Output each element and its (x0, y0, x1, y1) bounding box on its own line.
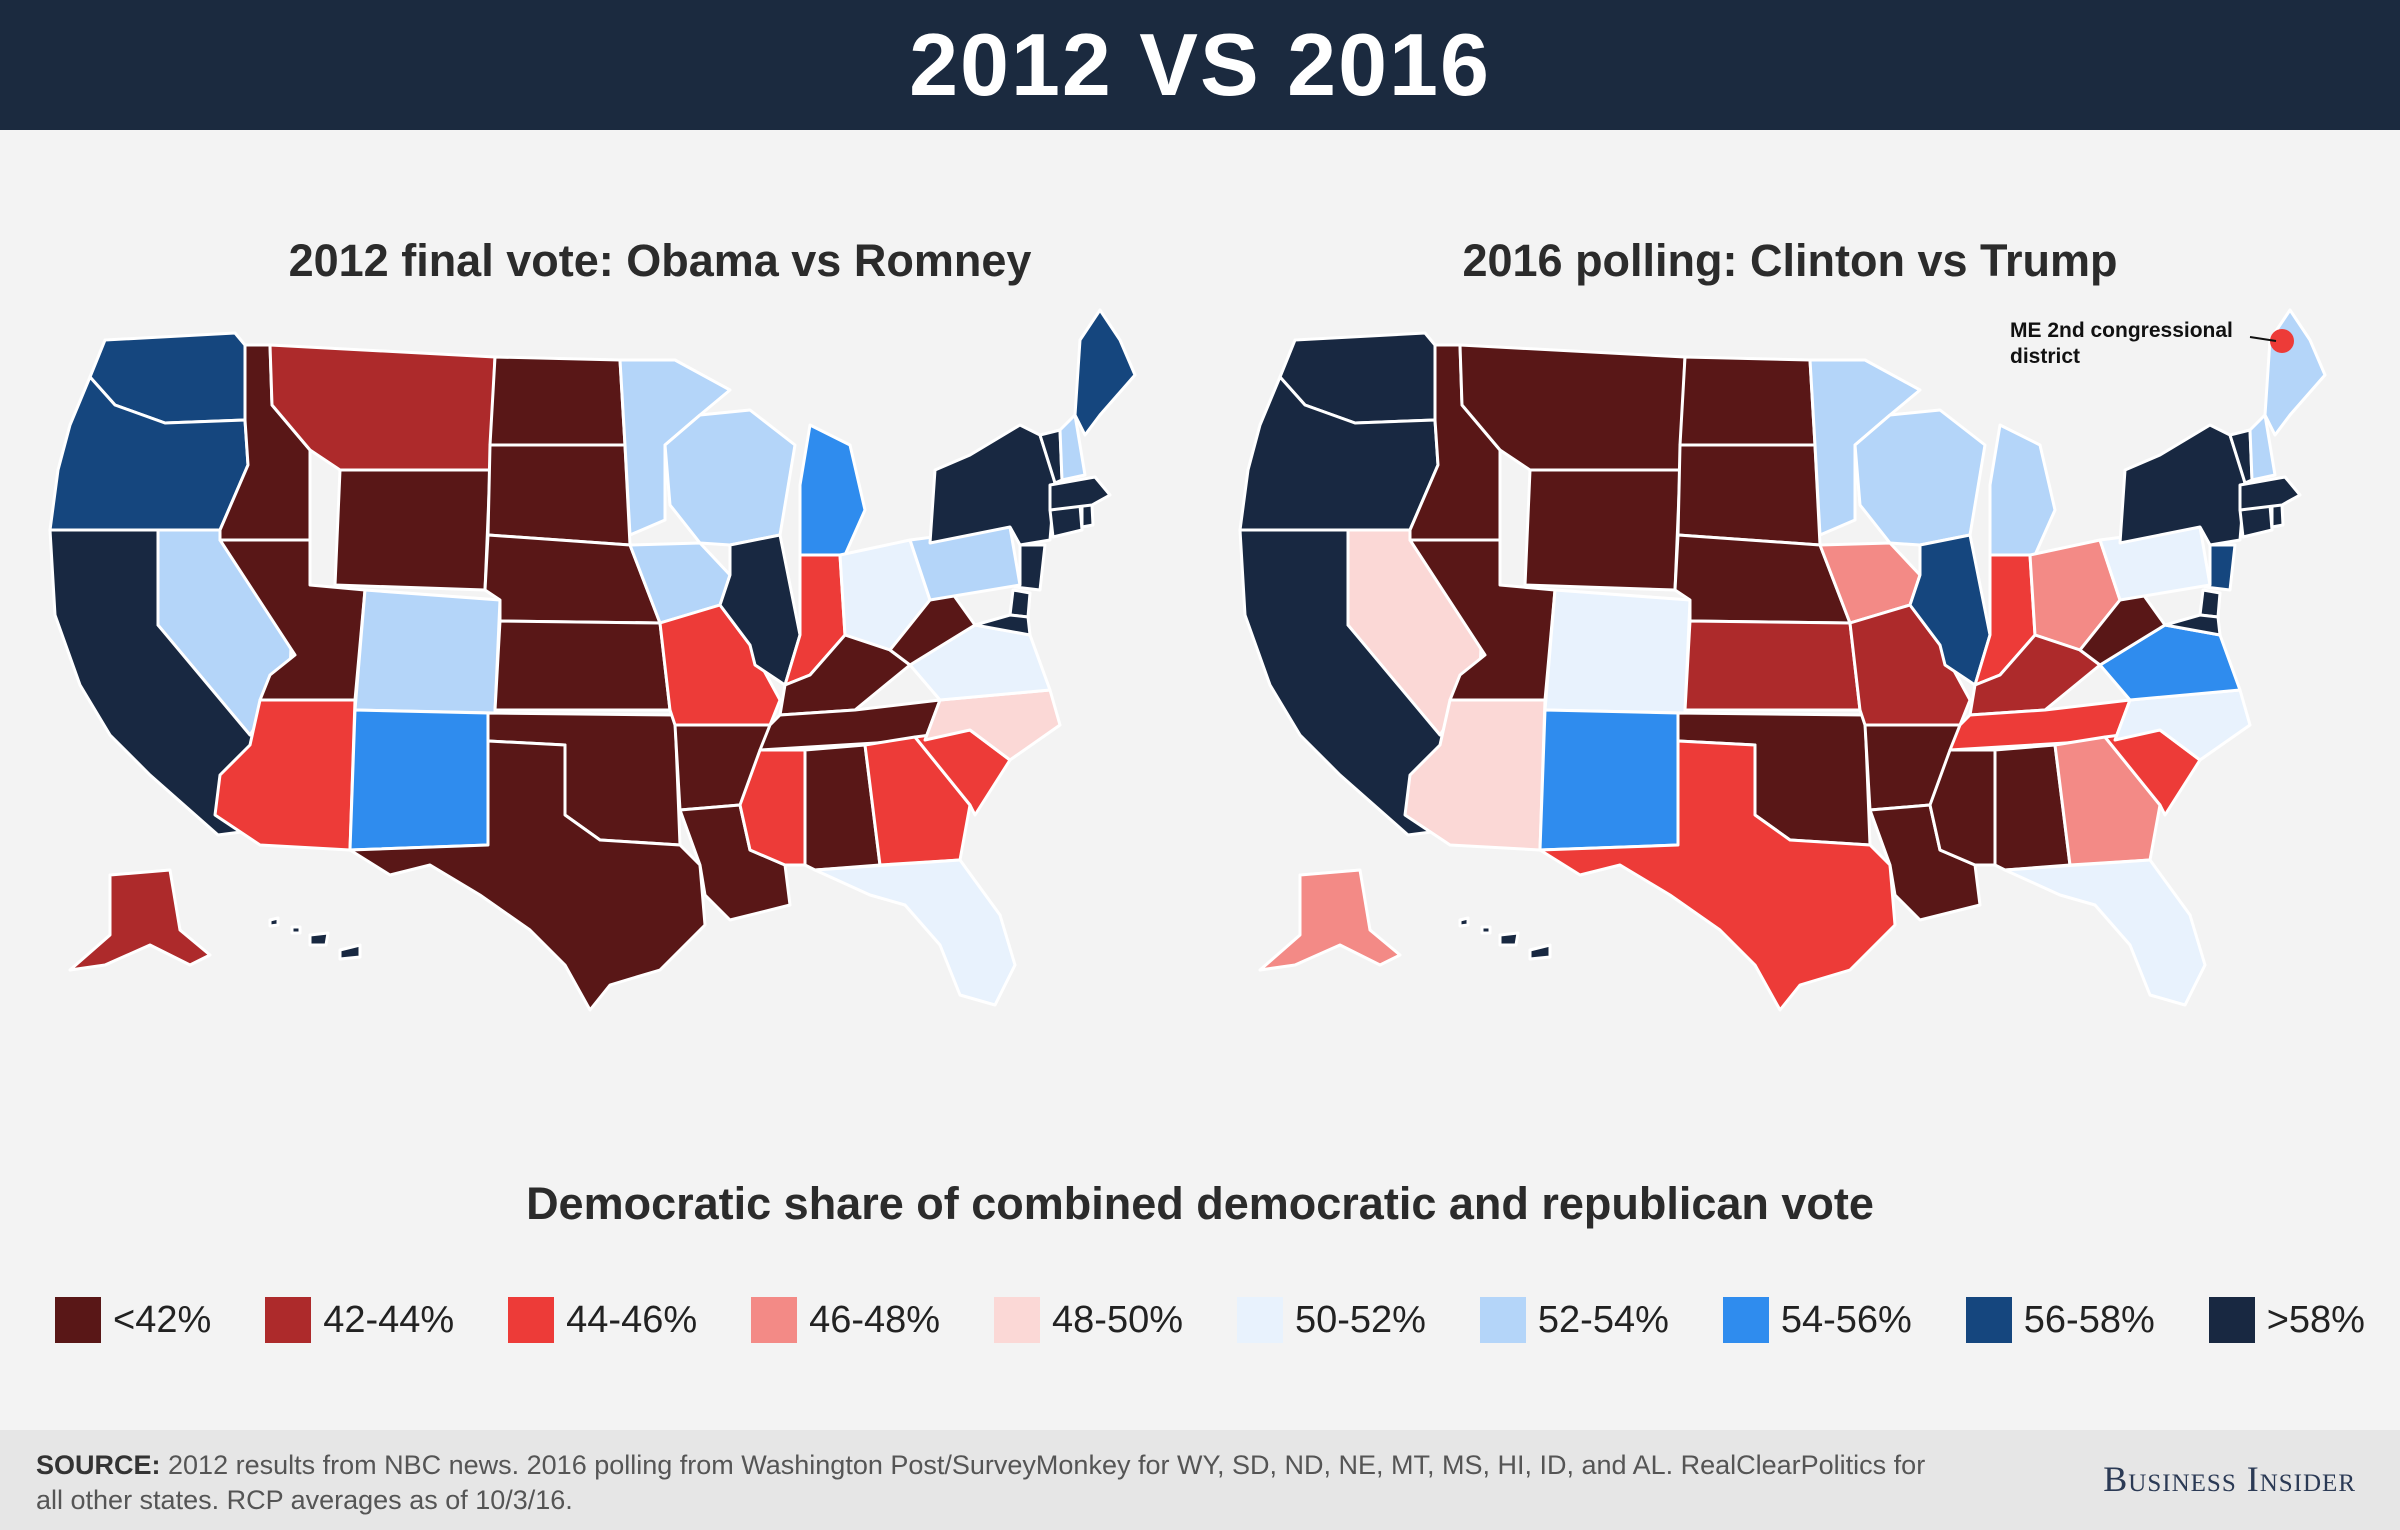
legend-label: 52-54% (1537, 1298, 1669, 1341)
source-label: SOURCE: (36, 1450, 161, 1480)
legend-label: <42% (113, 1298, 212, 1341)
state-ri (1080, 503, 1095, 529)
legend-title: Democratic share of combined democratic … (526, 1178, 1874, 1229)
me-district-dot (2270, 329, 2294, 353)
state-pa (908, 525, 1022, 602)
state-nj (1013, 543, 1047, 592)
legend-label: 42-44% (323, 1298, 455, 1341)
map-2016 (1200, 305, 2400, 1035)
state-nh (1058, 413, 1087, 482)
state-wy (1523, 468, 1682, 592)
state-nj (2203, 543, 2237, 592)
state-ga (863, 735, 972, 867)
source-text: 2012 results from NBC news. 2016 polling… (36, 1450, 1926, 1515)
state-tx (348, 739, 707, 1012)
state-hi (268, 916, 362, 961)
state-de (2198, 588, 2222, 619)
annotation-leader-line (2249, 336, 2277, 342)
map-2012 (10, 305, 1210, 1035)
legend-item: 54-56% (1722, 1297, 1912, 1343)
legend-item: 56-58% (1965, 1297, 2155, 1343)
legend: <42% 42-44% 44-46% 46-48% 48-50% 50-52% … (55, 1290, 2365, 1350)
state-nm (1538, 708, 1680, 852)
legend-item: >58% (2208, 1297, 2365, 1343)
state-nd (488, 355, 627, 447)
us-map-svg (1238, 308, 2327, 1012)
page-title: 2012 VS 2016 (909, 15, 1491, 114)
state-fl (813, 858, 1017, 1007)
legend-label: >58% (2266, 1298, 2365, 1341)
legend-label: 56-58% (2023, 1298, 2155, 1341)
legend-label: 46-48% (809, 1298, 941, 1341)
legend-item: <42% (55, 1297, 211, 1343)
state-fl (2003, 858, 2207, 1007)
state-il (718, 533, 802, 687)
legend-label: 54-56% (1780, 1298, 1912, 1341)
business-insider-logo: Business Insider (2103, 1459, 2356, 1499)
state-hi (1458, 916, 1552, 961)
legend-item: 44-46% (508, 1297, 697, 1343)
state-ak (1258, 868, 1402, 972)
legend-swatch (751, 1297, 798, 1343)
state-ks (1683, 619, 1862, 712)
state-md (2163, 613, 2222, 637)
state-me (2263, 308, 2327, 437)
state-il (1908, 533, 1992, 687)
legend-swatch (1965, 1297, 2012, 1343)
state-nd (1678, 355, 1817, 447)
state-ga (2053, 735, 2162, 867)
legend-swatch (265, 1297, 312, 1343)
map-title-2012: 2012 final vote: Obama vs Romney (288, 235, 1032, 286)
legend-item: 46-48% (751, 1297, 940, 1343)
legend-swatch (994, 1297, 1041, 1343)
legend-label: 48-50% (1052, 1298, 1183, 1341)
state-sd (486, 443, 632, 547)
state-ma (2238, 475, 2302, 512)
legend-swatch (2208, 1297, 2255, 1343)
legend-item: 48-50% (994, 1297, 1183, 1343)
legend-swatch (1236, 1297, 1283, 1343)
state-ma (1048, 475, 1112, 512)
state-wv (888, 588, 977, 667)
state-wv (2078, 588, 2167, 667)
us-map-svg (48, 308, 1137, 1012)
legend-item: 52-54% (1479, 1297, 1669, 1343)
state-ri (2270, 503, 2285, 529)
state-co (353, 588, 502, 715)
state-de (1008, 588, 1032, 619)
map-title-2016: 2016 polling: Clinton vs Trump (1462, 235, 2118, 286)
legend-item: 42-44% (265, 1297, 454, 1343)
state-co (1543, 588, 1692, 715)
state-pa (2098, 525, 2212, 602)
state-md (973, 613, 1032, 637)
state-nm (348, 708, 490, 852)
state-ks (493, 619, 672, 712)
state-mi (1988, 423, 2057, 557)
state-mi (798, 423, 867, 557)
state-wi (663, 408, 797, 547)
legend-swatch (1479, 1297, 1526, 1343)
legend-swatch (508, 1297, 555, 1343)
me-district-annotation: ME 2nd congressional district (2010, 319, 2233, 368)
legend-item: 50-52% (1236, 1297, 1426, 1343)
state-ny (2118, 423, 2247, 547)
state-sd (1676, 443, 1822, 547)
legend-swatch (55, 1297, 101, 1343)
legend-swatch (1722, 1297, 1769, 1343)
state-wy (333, 468, 492, 592)
state-nh (2248, 413, 2277, 482)
state-me (1073, 308, 1137, 437)
source-note: SOURCE: 2012 results from NBC news. 2016… (36, 1448, 1936, 1518)
legend-label: 44-46% (566, 1298, 698, 1341)
header-banner: 2012 VS 2016 (0, 0, 2400, 130)
legend-label: 50-52% (1294, 1298, 1426, 1341)
state-ak (68, 868, 212, 972)
state-wi (1853, 408, 1987, 547)
footer-bar (0, 1430, 2400, 1530)
state-tx (1538, 739, 1897, 1012)
state-ny (928, 423, 1057, 547)
